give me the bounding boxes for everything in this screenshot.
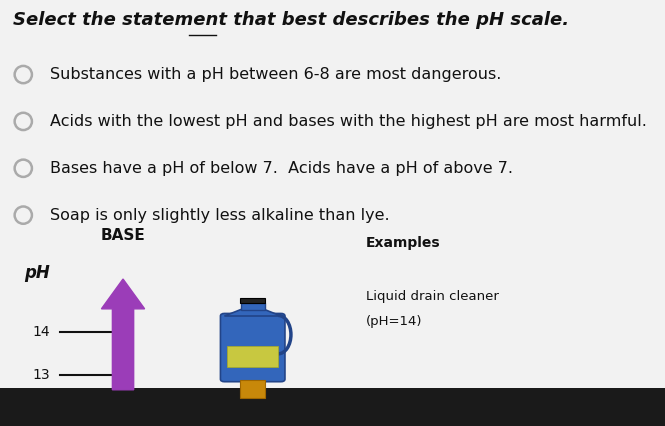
Text: Bases have a pH of below 7.  Acids have a pH of above 7.: Bases have a pH of below 7. Acids have a… bbox=[50, 161, 513, 176]
Bar bbox=[227, 346, 279, 367]
Text: 14: 14 bbox=[32, 325, 50, 339]
Bar bbox=[241, 303, 265, 310]
Bar bbox=[240, 298, 265, 303]
Text: (pH=14): (pH=14) bbox=[366, 315, 422, 328]
Text: Select the statement that best describes the pH scale.: Select the statement that best describes… bbox=[13, 11, 569, 29]
Text: BASE: BASE bbox=[100, 228, 146, 243]
Polygon shape bbox=[225, 310, 281, 316]
FancyBboxPatch shape bbox=[221, 314, 285, 382]
Bar bbox=[240, 380, 265, 398]
FancyArrow shape bbox=[101, 279, 145, 390]
Text: Liquid drain cleaner: Liquid drain cleaner bbox=[366, 290, 499, 302]
Text: Acids with the lowest pH and bases with the highest pH are most harmful.: Acids with the lowest pH and bases with … bbox=[50, 114, 647, 129]
Text: Examples: Examples bbox=[366, 236, 440, 250]
Text: Substances with a pH between 6-8 are most dangerous.: Substances with a pH between 6-8 are mos… bbox=[50, 67, 501, 82]
Bar bbox=[0, 388, 665, 426]
Text: Soap is only slightly less alkaline than lye.: Soap is only slightly less alkaline than… bbox=[50, 207, 390, 223]
Text: 13: 13 bbox=[32, 368, 50, 382]
Text: pH: pH bbox=[24, 264, 49, 282]
